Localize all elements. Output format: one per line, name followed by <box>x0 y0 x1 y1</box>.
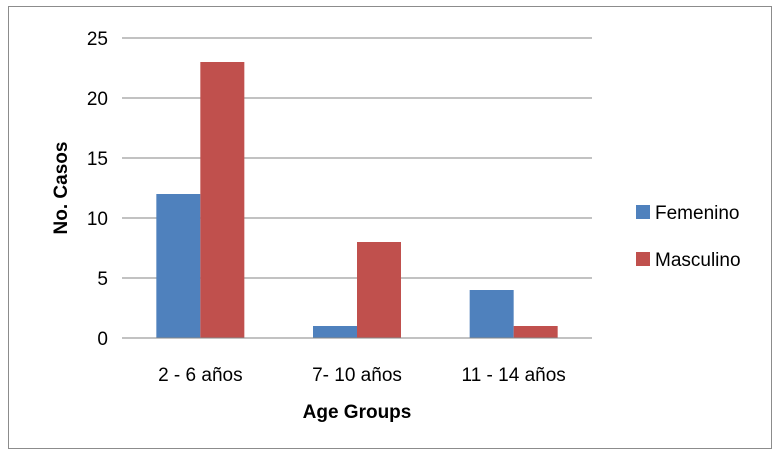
bar-femenino-1 <box>156 194 201 338</box>
x-tick-label: 2 - 6 años <box>158 365 243 386</box>
bar-masculino-3 <box>513 326 558 338</box>
y-tick-label: 10 <box>87 209 108 230</box>
bar-masculino-1 <box>200 62 245 338</box>
chart-frame <box>8 6 772 449</box>
legend-swatch-femenino <box>636 205 650 219</box>
y-tick-label: 25 <box>87 29 108 50</box>
x-tick-label: 11 - 14 años <box>462 365 566 386</box>
y-tick-label: 20 <box>87 89 108 110</box>
bar-masculino-2 <box>357 242 401 338</box>
legend-swatch-masculino <box>636 252 650 266</box>
legend-label-femenino: Femenino <box>655 203 740 224</box>
y-tick-label: 5 <box>97 269 108 290</box>
y-tick-label: 0 <box>97 329 108 350</box>
bar-femenino-2 <box>313 326 357 338</box>
y-axis-title: No. Casos <box>51 142 72 235</box>
y-tick-label: 15 <box>87 149 108 170</box>
bars <box>156 62 558 338</box>
x-tick-labels: 2 - 6 años 7- 10 años 11 - 14 años <box>158 365 566 386</box>
legend: Femenino Masculino <box>636 203 741 271</box>
x-axis-title: Age Groups <box>303 402 412 423</box>
x-tick-label: 7- 10 años <box>312 365 402 386</box>
bar-femenino-3 <box>469 290 514 338</box>
legend-label-masculino: Masculino <box>655 250 741 271</box>
y-tick-labels: 0 5 10 15 20 25 <box>87 29 108 350</box>
